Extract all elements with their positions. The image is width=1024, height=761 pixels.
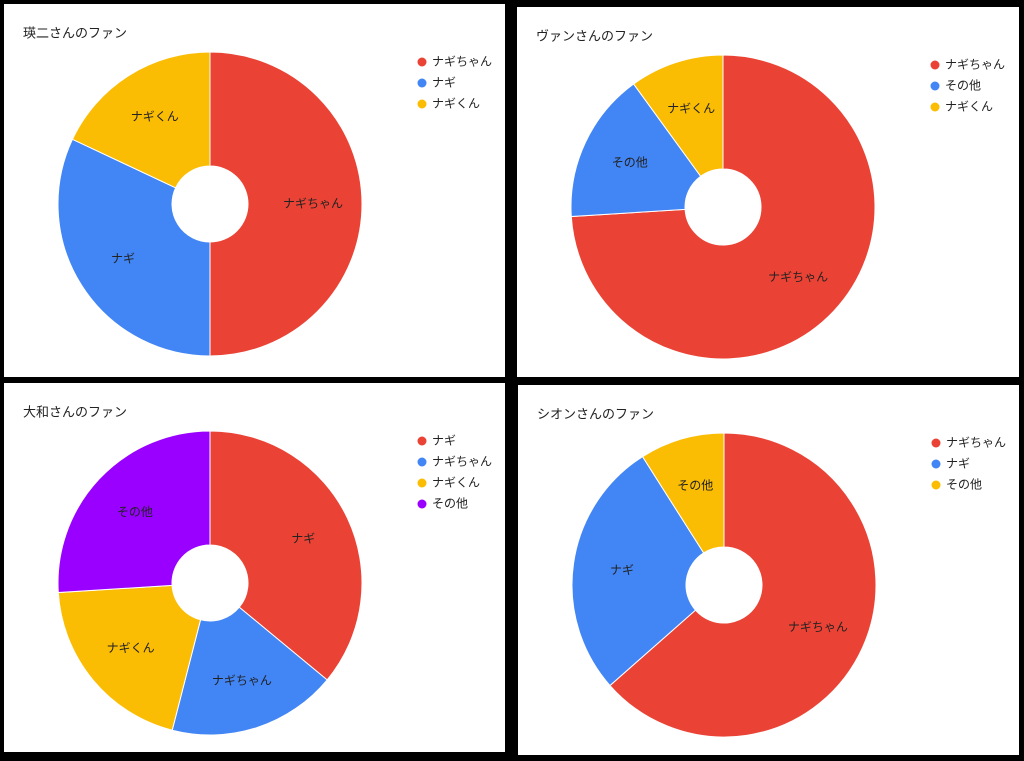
donut-slice (57, 584, 202, 731)
legend-label: ナギくん (945, 100, 993, 114)
chart-title: ヴァンさんのファン (536, 29, 653, 45)
slice-label: ナギちゃん (788, 620, 848, 634)
legend-marker (931, 480, 941, 490)
chart-panel: 大和さんのファン ナギ ナギ ナギちゃん ナギちゃん ナギくん ナギくん その他 その他 (4, 383, 505, 752)
legend-marker (417, 478, 427, 488)
slice-label: ナギくん (131, 110, 179, 124)
chart-panel: ヴァンさんのファン ナギちゃん ナギちゃん その他 その他 ナギくん ナギくん (517, 7, 1019, 377)
legend-marker (417, 78, 427, 88)
donut-slice (57, 430, 211, 594)
chart-panel: シオンさんのファン ナギちゃん ナギちゃん ナギ ナギ その他 その他 (518, 385, 1019, 755)
legend-label: ナギ (946, 457, 970, 471)
legend-label: ナギちゃん (945, 58, 1005, 72)
chart-title: 瑛二さんのファン (23, 27, 127, 42)
slice-label: その他 (612, 156, 648, 170)
donut-slice (71, 51, 211, 189)
donut-slice (57, 138, 211, 357)
legend-marker (931, 438, 941, 448)
slice-label: ナギくん (107, 641, 155, 655)
legend-label: その他 (946, 478, 982, 492)
slice-label: ナギ (111, 252, 135, 266)
donut-slice (571, 455, 705, 687)
donut-slice (209, 51, 363, 357)
slice-label: ナギちゃん (212, 673, 272, 687)
donut-slice (570, 83, 702, 218)
donut-slice (570, 54, 876, 360)
donut-slice (171, 606, 328, 736)
legend-marker (417, 436, 427, 446)
legend-marker (930, 81, 940, 91)
chart-title: シオンさんのファン (537, 408, 654, 423)
slice-label: ナギ (291, 532, 315, 546)
donut-slice (632, 54, 724, 177)
legend-label: ナギちゃん (432, 455, 492, 469)
legend-label: ナギ (432, 434, 456, 448)
chart-title: 大和さんのファン (23, 406, 127, 421)
legend-label: その他 (432, 497, 468, 511)
legend-marker (417, 99, 427, 109)
slice-label: その他 (117, 505, 153, 519)
legend-marker (417, 499, 427, 509)
legend-label: ナギくん (432, 476, 480, 490)
legend-marker (930, 60, 940, 70)
legend-label: ナギ (432, 76, 456, 90)
chart-panel: 瑛二さんのファン ナギちゃん ナギちゃん ナギ ナギ ナギくん ナギくん (4, 4, 505, 377)
slice-label: ナギ (610, 563, 634, 577)
slice-label: その他 (677, 479, 713, 493)
slice-label: ナギくん (667, 102, 715, 116)
slice-label: ナギちゃん (768, 270, 828, 284)
slice-label: ナギちゃん (283, 197, 343, 211)
legend-marker (417, 457, 427, 467)
donut-slice (209, 430, 363, 681)
legend-label: ナギちゃん (432, 55, 492, 69)
legend-label: ナギちゃん (946, 436, 1006, 450)
donut-slice (641, 432, 725, 554)
legend-label: その他 (945, 79, 981, 93)
legend-marker (417, 57, 427, 67)
legend-marker (930, 102, 940, 112)
legend-marker (931, 459, 941, 469)
donut-slice (609, 432, 877, 738)
legend-label: ナギくん (432, 97, 480, 111)
